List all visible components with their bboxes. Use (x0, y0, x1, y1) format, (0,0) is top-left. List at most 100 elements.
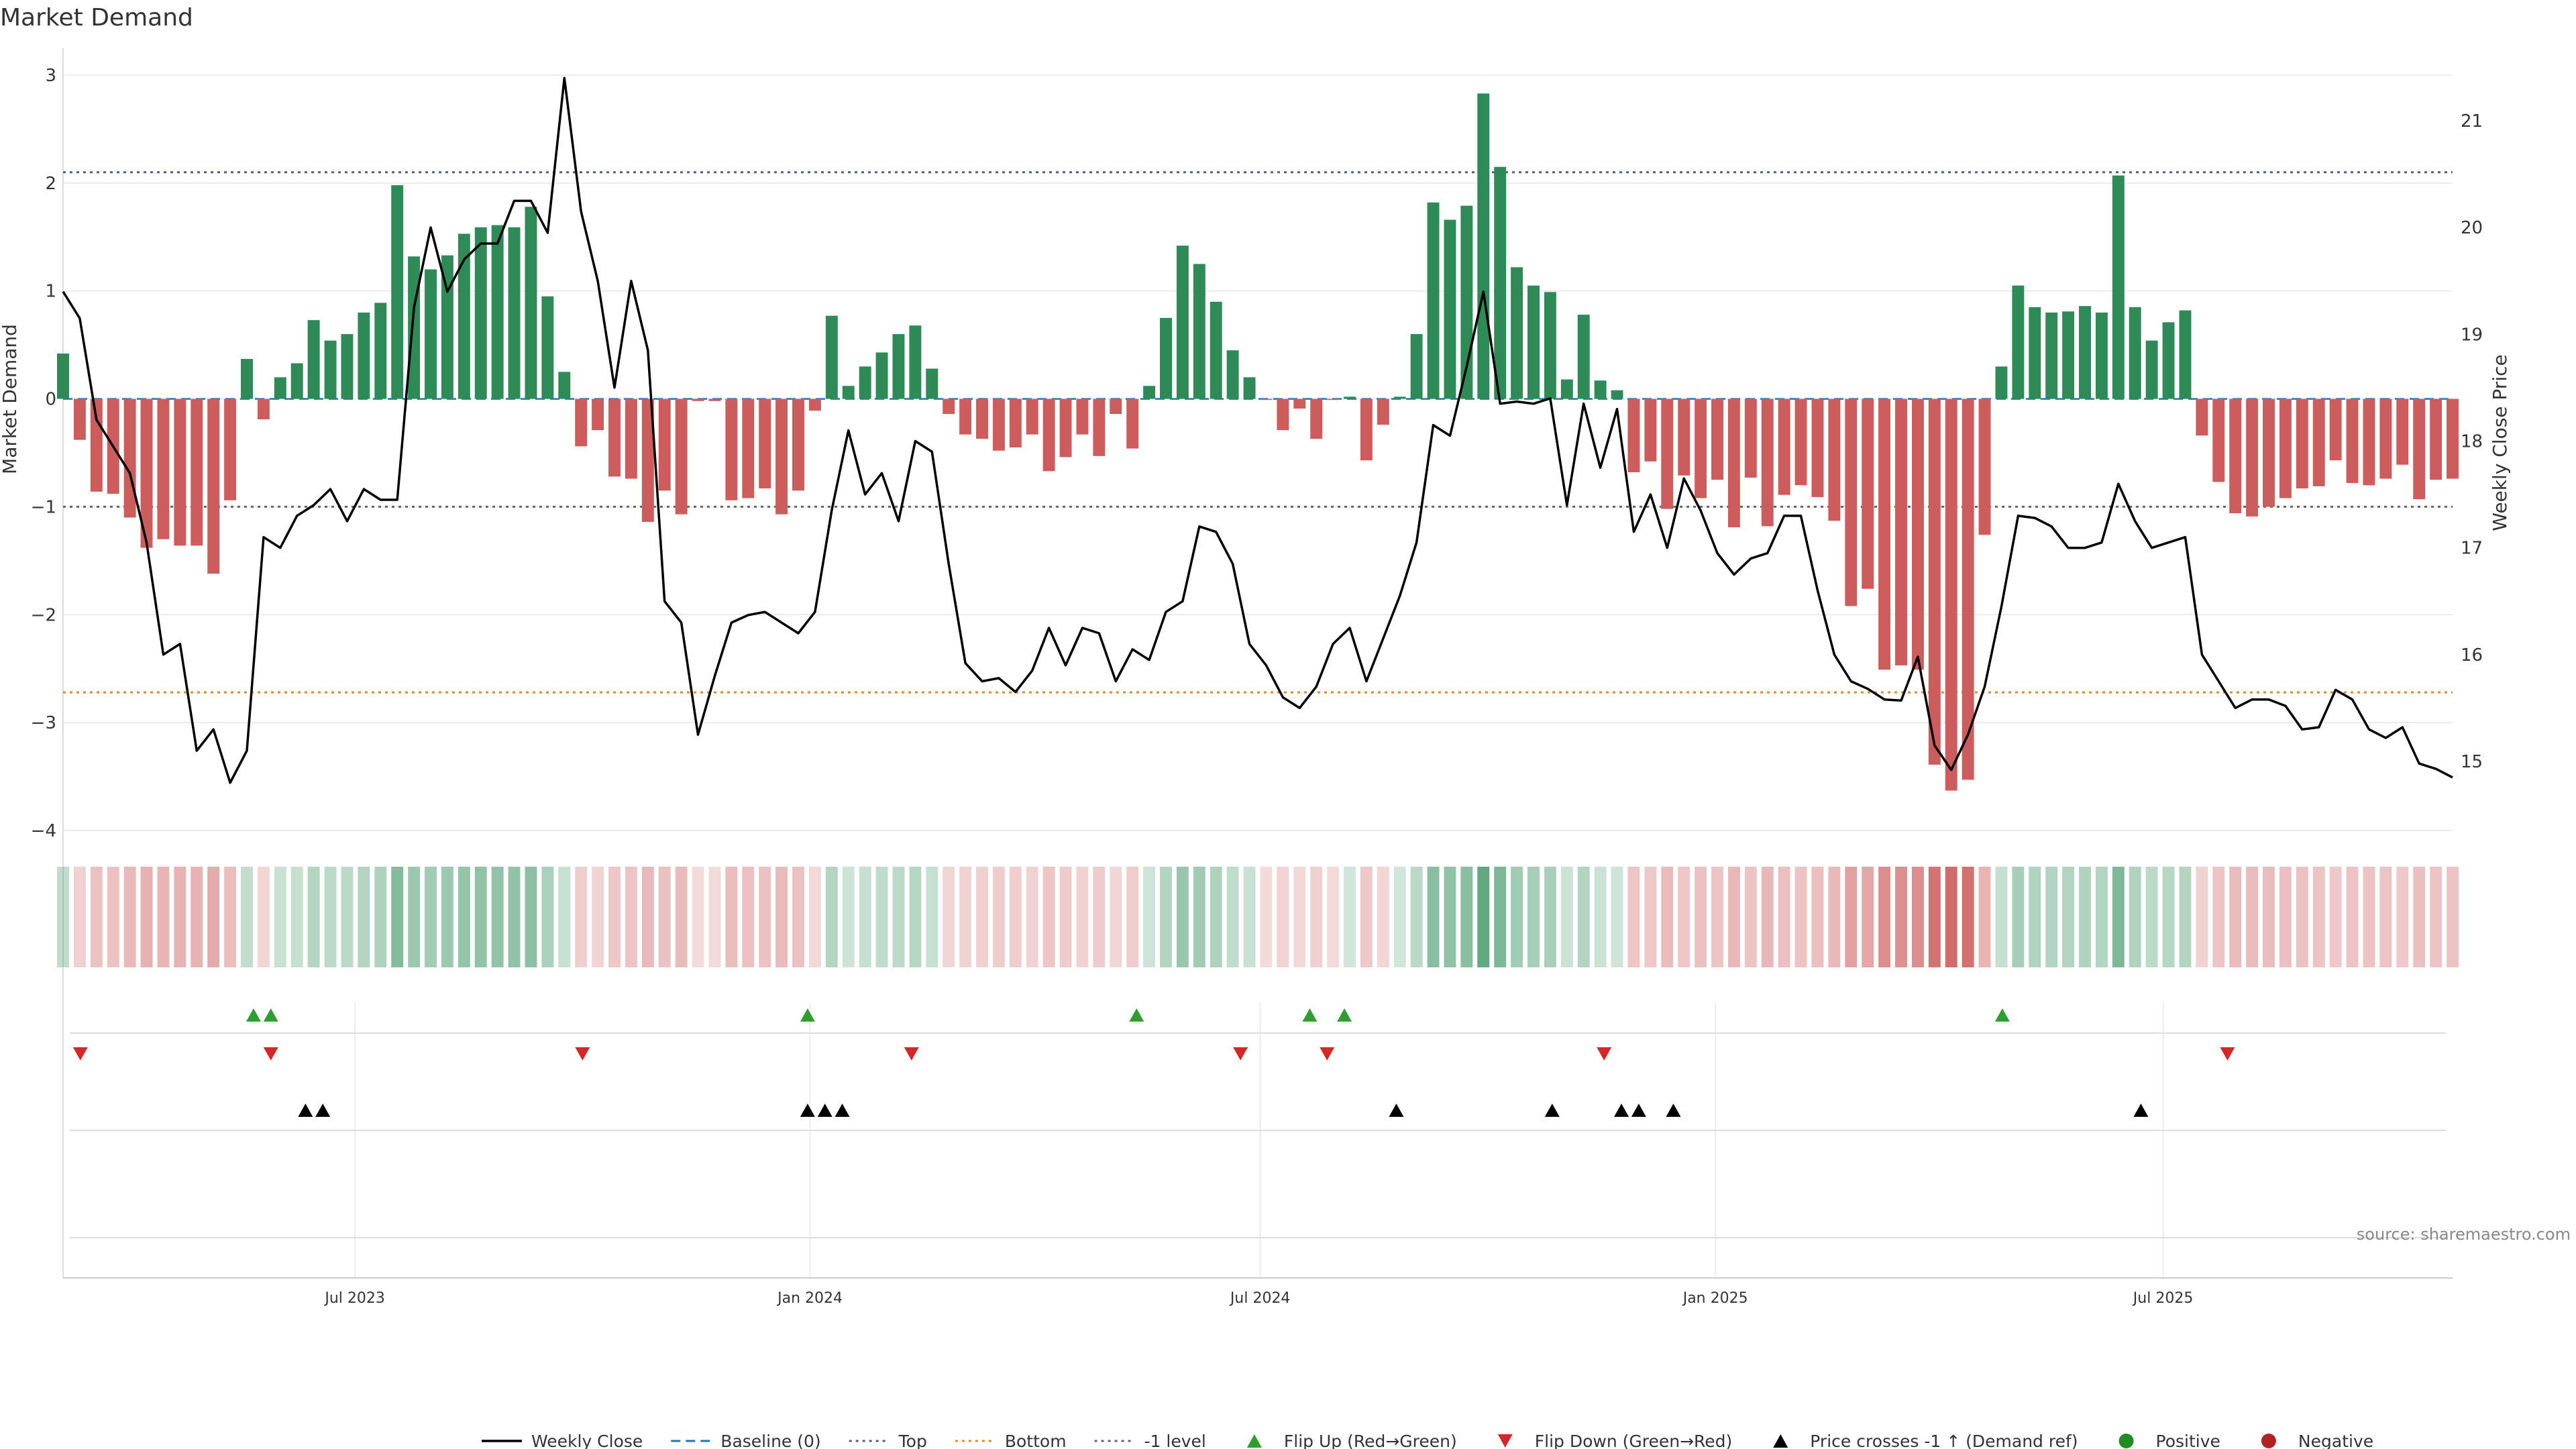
heat-cell (1727, 867, 1740, 967)
demand-bar-negative (1009, 398, 1022, 447)
heat-cell (425, 867, 437, 967)
demand-bar-positive (1577, 315, 1590, 399)
heat-cell (1678, 867, 1690, 967)
demand-bar-negative (257, 398, 270, 420)
price-cross-marker (315, 1104, 331, 1117)
heat-cell (57, 867, 69, 967)
heat-cell (1644, 867, 1657, 967)
demand-bar-positive (458, 233, 470, 399)
heat-cell (2129, 867, 2141, 967)
heat-cell (943, 867, 955, 967)
demand-bar-positive (1511, 267, 1523, 399)
legend-label: Top (898, 1432, 927, 1449)
heat-cell (2396, 867, 2409, 967)
heat-cell (1928, 867, 1941, 967)
demand-bar-negative (1978, 398, 1991, 535)
demand-bar-positive (341, 334, 354, 399)
demand-bar-negative (592, 398, 604, 431)
heat-cell (1627, 867, 1640, 967)
heat-cell (1477, 867, 1490, 967)
y-tick-label: 2 (45, 174, 56, 194)
demand-bar-negative (1911, 398, 1924, 670)
y2-tick-label: 16 (2461, 645, 2483, 665)
demand-bar-positive (558, 372, 571, 399)
heat-cell (1444, 867, 1456, 967)
demand-bar-negative (174, 398, 186, 546)
demand-bar-negative (775, 398, 788, 515)
demand-bar-negative (2229, 398, 2242, 514)
demand-bar-positive (859, 366, 871, 399)
legend-label: Flip Down (Green→Red) (1535, 1432, 1733, 1449)
heat-cell (2229, 867, 2242, 967)
demand-bar-positive (491, 225, 504, 399)
heat-cell (1560, 867, 1573, 967)
legend-symbol (1773, 1434, 1788, 1448)
demand-bar-negative (2196, 398, 2208, 436)
demand-bar-positive (241, 359, 253, 399)
heat-cell (959, 867, 972, 967)
x-tick-label: Jan 2025 (1682, 1290, 1748, 1307)
heat-cell (90, 867, 103, 967)
heat-cell (1310, 867, 1323, 967)
demand-bar-negative (224, 398, 237, 500)
heat-cell (1761, 867, 1774, 967)
demand-bar-positive (1594, 380, 1607, 399)
demand-bar-positive (909, 325, 922, 399)
heat-cell (1143, 867, 1156, 967)
demand-bar-negative (2447, 398, 2459, 479)
demand-bar-positive (825, 315, 838, 399)
demand-bar-negative (1878, 398, 1891, 670)
heat-cell (2162, 867, 2175, 967)
flip-down-marker (904, 1047, 919, 1061)
heat-cell (2329, 867, 2342, 967)
demand-bar-negative (1794, 398, 1807, 486)
legend: Weekly Close Baseline (0) Top Bottom -1 leve… (482, 1432, 2373, 1449)
heat-cell (1093, 867, 1106, 967)
heat-cell (458, 867, 470, 967)
left-axis-ticks: 3 2 1 0 −1 −2 −3 −4 (31, 66, 56, 841)
demand-bar-negative (792, 398, 804, 491)
heat-cell (157, 867, 170, 967)
demand-bar-positive (1393, 396, 1406, 399)
flip-down-marker (2220, 1047, 2235, 1061)
demand-bar-negative (1727, 398, 1740, 527)
heat-cell (1527, 867, 1540, 967)
event-marker-panels (63, 1008, 2453, 1279)
x-tick-label: Jan 2024 (776, 1290, 843, 1307)
demand-bar-negative (1093, 398, 1106, 456)
heat-cell (2029, 867, 2041, 967)
demand-bar-negative (2396, 398, 2409, 465)
heat-cell (1460, 867, 1473, 967)
demand-bar-positive (1444, 219, 1456, 399)
heat-cell (1160, 867, 1172, 967)
demand-bar-negative (992, 398, 1005, 451)
demand-bar-negative (708, 398, 721, 401)
heat-cell (708, 867, 721, 967)
demand-bar-negative (1327, 398, 1340, 400)
heat-cell (1377, 867, 1389, 967)
right-axis-ticks: 21 20 19 18 17 16 15 (2461, 111, 2483, 772)
demand-bar-negative (1778, 398, 1790, 495)
demand-bar-positive (2012, 285, 2025, 399)
heat-cell (391, 867, 404, 967)
heat-cell (2363, 867, 2375, 967)
x-tick-label: Jul 2023 (323, 1290, 385, 1307)
demand-bar-positive (2062, 311, 2075, 399)
heat-cell (575, 867, 588, 967)
demand-bar-negative (1377, 398, 1389, 425)
y-tick-label: −2 (31, 605, 56, 625)
reference-lines (63, 171, 2453, 694)
demand-bar-negative (1678, 398, 1690, 476)
y-tick-label: 1 (45, 282, 56, 302)
heat-cell (1193, 867, 1205, 967)
demand-bar-positive (1427, 202, 1440, 399)
heat-cell (658, 867, 671, 967)
demand-bar-negative (675, 398, 688, 515)
flip-up-marker (246, 1008, 261, 1022)
heat-cell (859, 867, 871, 967)
demand-bar-positive (2095, 312, 2108, 399)
demand-bar-negative (1695, 398, 1707, 498)
demand-bar-positive (1344, 396, 1356, 399)
price-cross-marker (1666, 1104, 1681, 1117)
heat-cell (1226, 867, 1239, 967)
